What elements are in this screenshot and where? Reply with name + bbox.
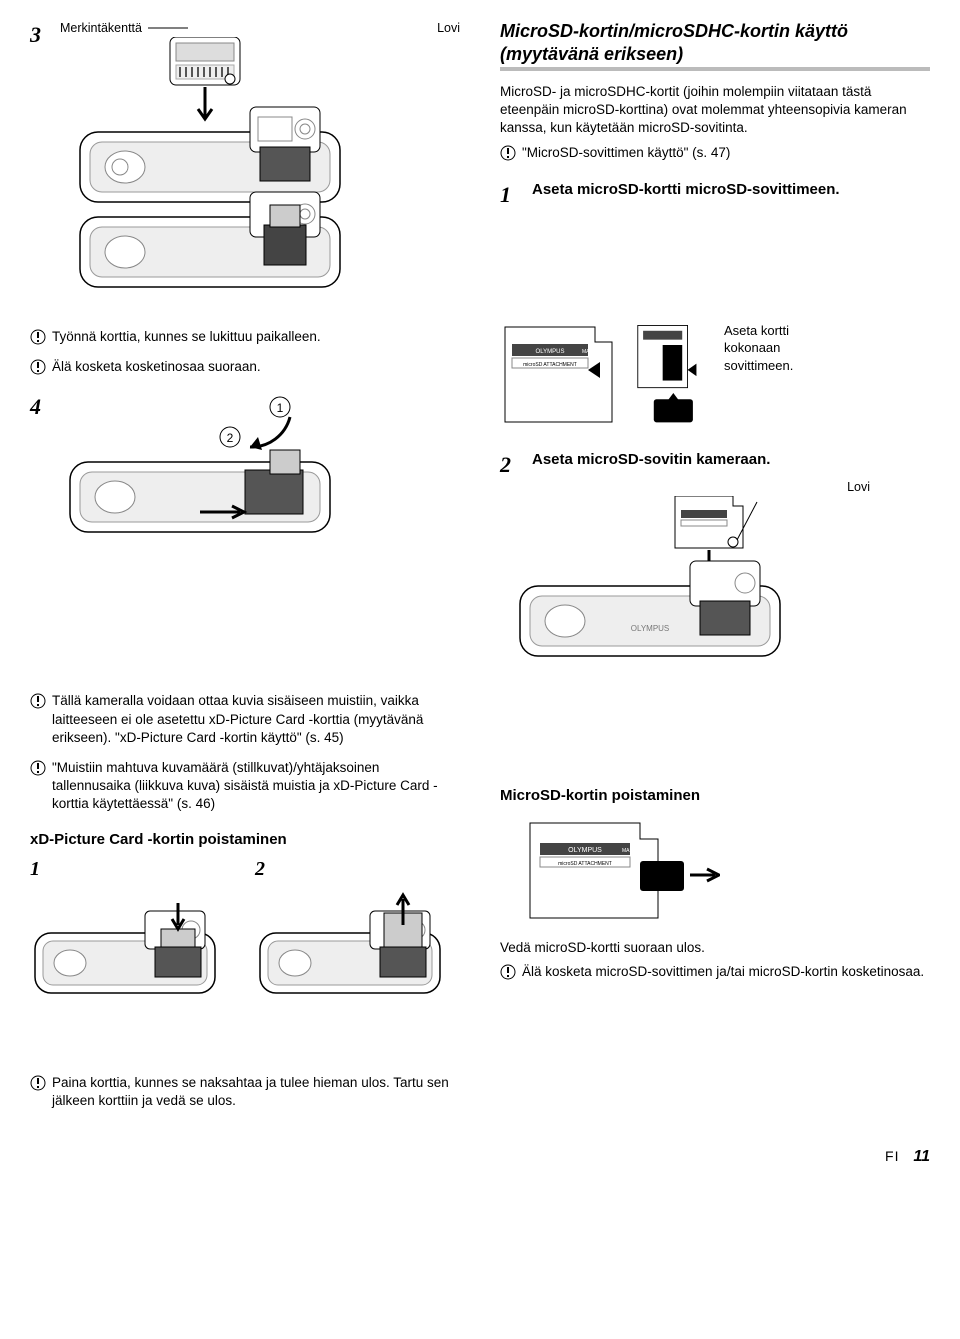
illustration-step2-right: OLYMPUS [500, 496, 820, 666]
step3-number: 3 [30, 20, 52, 50]
title-and-step1: MicroSD-kortin/microSDHC-kortin käyttö (… [500, 20, 930, 302]
bottom-right: MicroSD-kortin poistaminen OLYMPUS MASD-… [500, 686, 930, 1027]
right-step1-head: Aseta microSD-kortti microSD-sovittimeen… [532, 180, 840, 200]
right-step1-num: 1 [500, 180, 522, 210]
svg-text:2: 2 [227, 431, 234, 445]
label-lovi-step2: Lovi [500, 479, 930, 496]
warn-icon [500, 145, 516, 162]
bottom-note2: "Muistiin mahtuva kuvamäärä (stillkuvat)… [52, 759, 460, 814]
warn-icon [30, 760, 46, 814]
leader-line [148, 23, 188, 33]
step4-number: 4 [30, 392, 52, 557]
footer-page: 11 [913, 1148, 930, 1165]
final-note-block: Paina korttia, kunnes se naksahtaa ja tu… [30, 1068, 460, 1116]
bottom-left: Tällä kameralla voidaan ottaa kuvia sisä… [30, 686, 460, 1027]
right-step2-head: Aseta microSD-sovitin kameraan. [532, 450, 770, 470]
illustration-microsd-remove: OLYMPUS MASD-1 microSD ATTACHMENT [500, 813, 720, 933]
label-merkintakentta: Merkintäkenttä [60, 20, 142, 37]
mid-right: OLYMPUS MASD-1 microSD ATTACHMENT Aseta … [500, 322, 930, 667]
final-note: Paina korttia, kunnes se naksahtaa ja tu… [52, 1074, 460, 1110]
label-lovi-top: Lovi [437, 20, 460, 37]
section-body: MicroSD- ja microSDHC-kortit (joihin mol… [500, 83, 930, 138]
illustration-remove1 [30, 883, 230, 1023]
remove-s2: 2 [255, 856, 275, 883]
remove-s1: 1 [30, 856, 50, 883]
adapter-hint: Aseta kortti kokonaan sovittimeen. [724, 322, 834, 432]
adapter-mini-insert [636, 322, 716, 432]
pull-text: Vedä microSD-kortti suoraan ulos. [500, 939, 930, 957]
svg-text:OLYMPUS: OLYMPUS [568, 847, 602, 854]
mid-left-notes: Työnnä korttia, kunnes se lukittuu paika… [30, 322, 460, 667]
svg-text:MASD-1: MASD-1 [582, 349, 601, 355]
warn-icon [30, 359, 46, 376]
warn-icon [30, 693, 46, 747]
right-step2-num: 2 [500, 450, 522, 480]
section-title: MicroSD-kortin/microSDHC-kortin käyttö (… [500, 20, 930, 65]
bottom-note1: Tällä kameralla voidaan ottaa kuvia sisä… [52, 692, 460, 747]
note-ref: "MicroSD-sovittimen käyttö" (s. 47) [522, 144, 730, 162]
warn-icon [30, 1075, 46, 1110]
svg-text:1: 1 [277, 401, 284, 415]
svg-text:microSD ATTACHMENT: microSD ATTACHMENT [523, 362, 577, 368]
illustration-step4: 1 2 [60, 392, 380, 552]
grey-underline [500, 67, 930, 71]
illustration-step3 [60, 37, 360, 297]
footer-lang: FI [885, 1148, 899, 1164]
svg-text:OLYMPUS: OLYMPUS [536, 349, 565, 355]
svg-text:MASD-1: MASD-1 [622, 848, 641, 854]
microsd-remove-heading: MicroSD-kortin poistaminen [500, 786, 930, 806]
illustration-remove2 [255, 883, 455, 1023]
warn-touch-microsd: Älä kosketa microSD-sovittimen ja/tai mi… [522, 963, 924, 981]
step3-block: 3 Merkintäkenttä Lovi [30, 20, 460, 302]
svg-text:microSD ATTACHMENT: microSD ATTACHMENT [558, 861, 612, 867]
page-footer: FI 11 [30, 1146, 930, 1168]
warn-icon [30, 329, 46, 346]
adapter-illustration: OLYMPUS MASD-1 microSD ATTACHMENT [500, 322, 620, 432]
xd-remove-heading: xD-Picture Card -kortin poistaminen [30, 830, 460, 850]
warn-icon [500, 964, 516, 981]
svg-text:OLYMPUS: OLYMPUS [631, 624, 670, 633]
note-touch: Älä kosketa kosketinosaa suoraan. [52, 358, 261, 376]
note-push: Työnnä korttia, kunnes se lukittuu paika… [52, 328, 321, 346]
